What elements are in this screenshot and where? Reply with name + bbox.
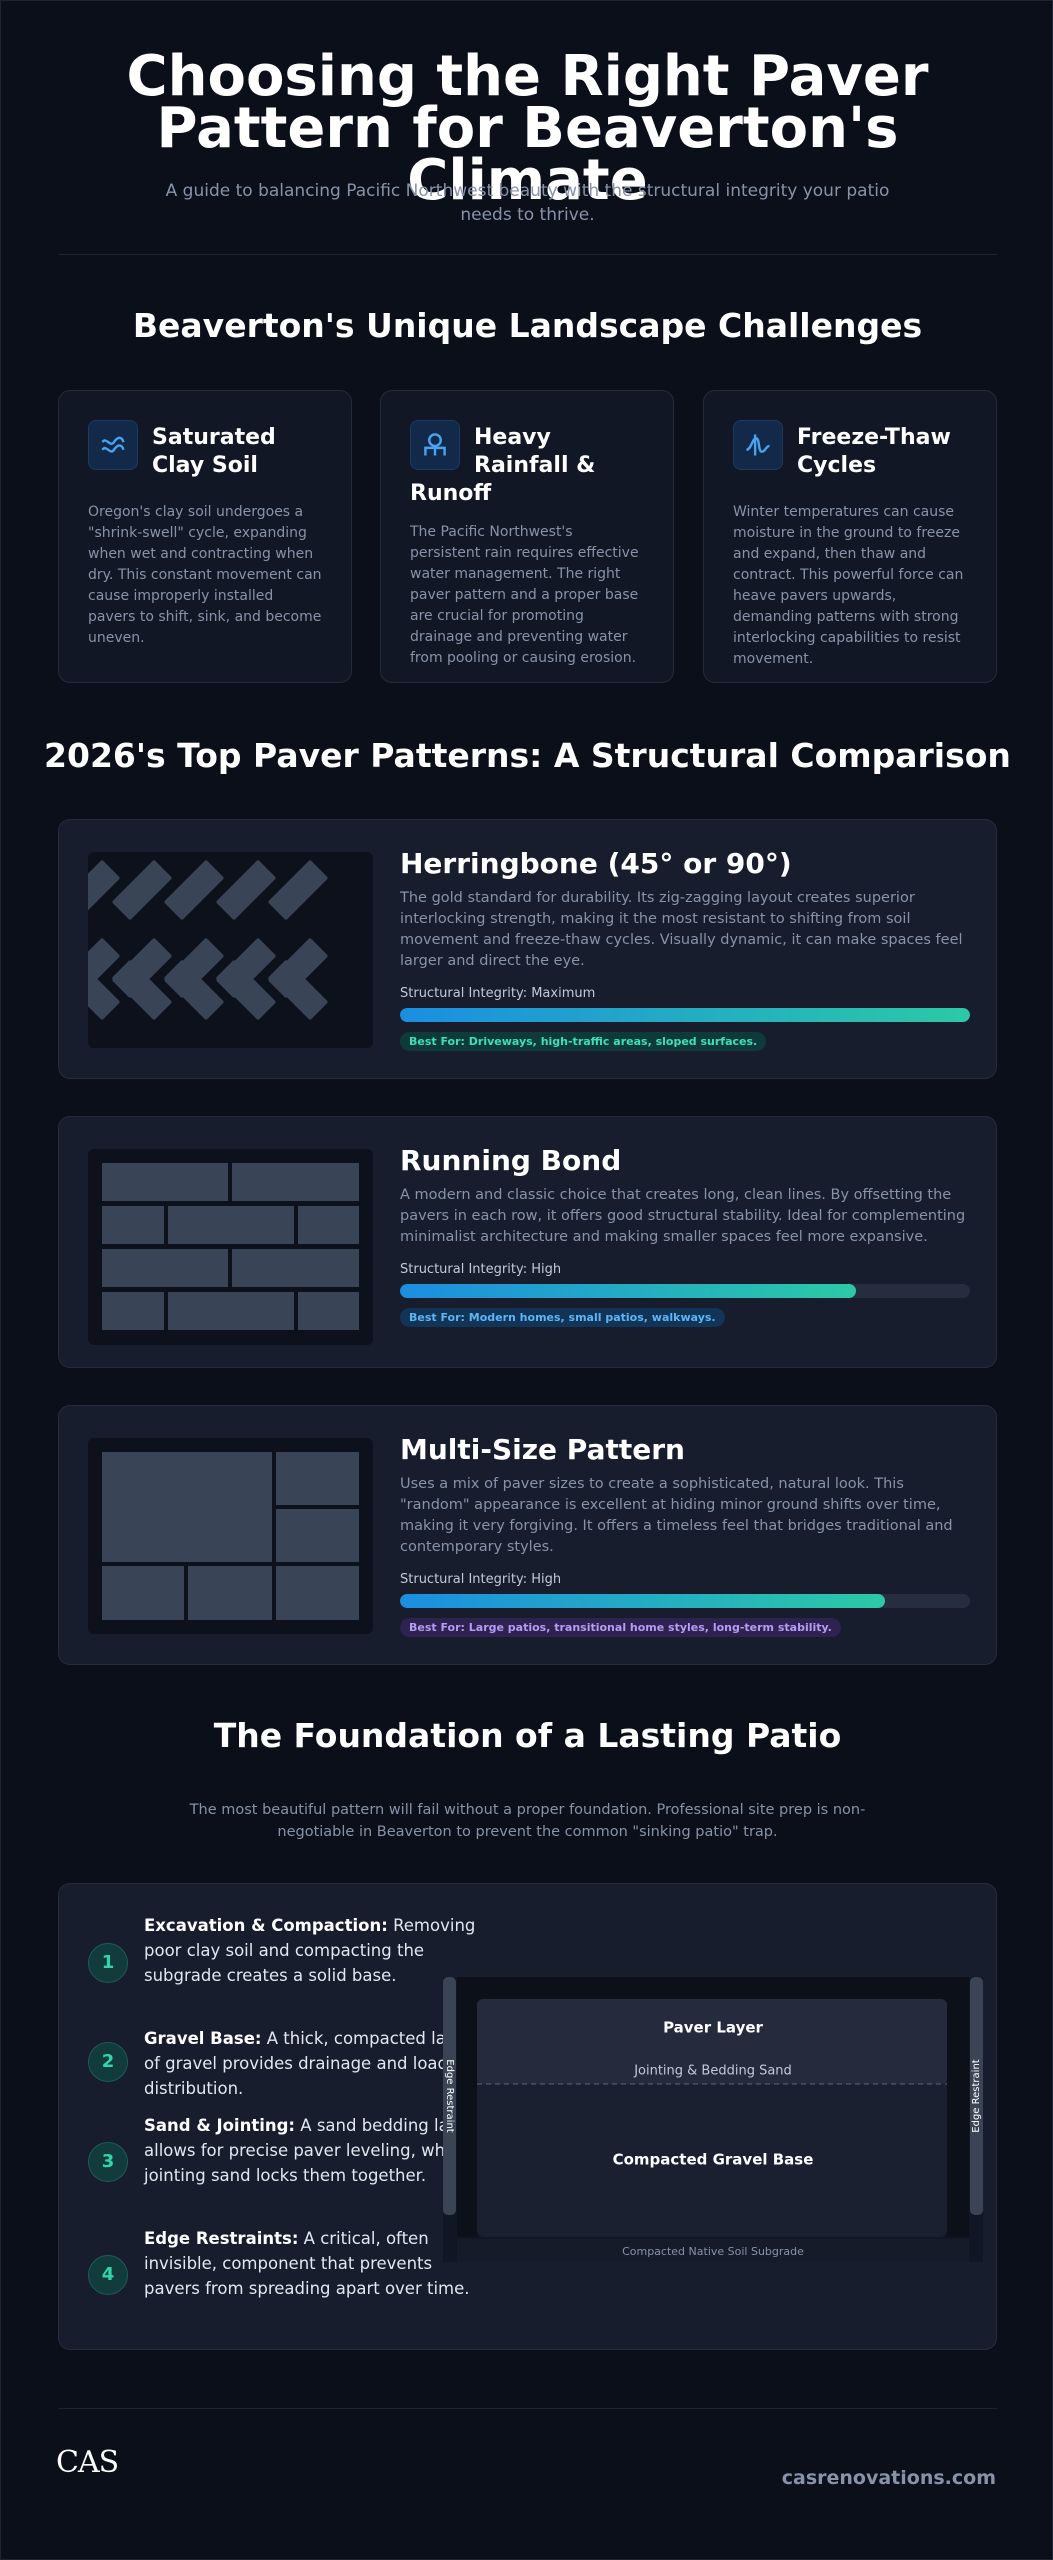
integrity-label: Structural Integrity: Maximum (400, 986, 596, 1001)
intro: The most beautiful pattern will fail wit… (189, 1802, 866, 1840)
paver (216, 960, 276, 1020)
foundation-card: 1 Excavation & Compaction: Removing poor … (58, 1883, 997, 2350)
paver (88, 860, 120, 920)
section-title: Beaverton's Unique Landscape Challenges (132, 306, 923, 345)
card-title: Freeze-Thaw Cycles (797, 425, 951, 478)
challenge-card: Saturated Clay Soil Oregon's clay soil u… (58, 390, 352, 683)
logo: CAS (56, 2445, 119, 2480)
icon (410, 420, 460, 470)
card-title: Heavy Rainfall & Runoff (410, 425, 596, 506)
integrity-track (400, 1008, 970, 1022)
step-text: Removing poor clay soil and compacting t… (144, 1916, 476, 1985)
layer-label: Jointing & Bedding Sand (633, 2064, 792, 2079)
integrity-track (400, 1594, 970, 1608)
edge-label: Edge Restraint (971, 2059, 982, 2132)
paver (216, 860, 276, 920)
layer-label: Paver Layer (663, 2019, 763, 2037)
title: Choosing the Right Paver Pattern for Bea… (126, 44, 929, 213)
integrity-label: Structural Integrity: High (400, 1572, 562, 1587)
step-text: A thick, compacted layer of gravel provi… (144, 2029, 473, 2098)
integrity-bar (400, 1594, 885, 1608)
step: 1 Excavation & Compaction: Removing poor … (88, 1913, 483, 1988)
step-text: A critical, often invisible, component t… (144, 2229, 470, 2298)
herringbone-diagram (88, 860, 328, 1020)
step-number: 4 (88, 2255, 128, 2295)
pattern-image (88, 852, 373, 1048)
step-number: 3 (88, 2142, 128, 2182)
icon (88, 420, 138, 470)
paver (268, 860, 328, 920)
divider (58, 2408, 997, 2409)
pattern-card: Multi-Size Pattern Uses a mix of paver s… (58, 1405, 997, 1665)
paver (88, 960, 120, 1020)
step-title: Edge Restraints: (144, 2229, 299, 2248)
pattern-image (88, 1438, 373, 1634)
step: 2 Gravel Base: A thick, compacted layer o… (88, 2026, 483, 2101)
step-number: 2 (88, 2042, 128, 2082)
pattern-name: Multi-Size Pattern (400, 1433, 685, 1466)
step-title: Gravel Base: (144, 2029, 262, 2048)
card-text: The Pacific Northwest's persistent rain … (410, 524, 639, 666)
pattern-description: A modern and classic choice that creates… (400, 1187, 966, 1245)
integrity-bar (400, 1284, 856, 1298)
integrity-bar (400, 1008, 970, 1022)
pattern-card: Running Bond A modern and classic choice… (58, 1116, 997, 1368)
challenge-card: Heavy Rainfall & Runoff The Pacific Nort… (380, 390, 674, 683)
step-number: 1 (88, 1943, 128, 1983)
multi-size-diagram (102, 1452, 359, 1620)
paver (164, 960, 224, 1020)
pattern-description: Uses a mix of paver sizes to create a so… (400, 1476, 953, 1555)
section-title: 2026's Top Paver Patterns: A Structural … (44, 736, 1011, 775)
divider (58, 254, 997, 255)
step: 4 Edge Restraints: A critical, often invi… (88, 2226, 483, 2301)
pattern-description: The gold standard for durability. Its zi… (400, 890, 963, 969)
paver (164, 860, 224, 920)
step: 3 Sand & Jointing: A sand bedding layer a… (88, 2113, 483, 2188)
card-text: Oregon's clay soil undergoes a "shrink-s… (88, 504, 322, 646)
pattern-image (88, 1149, 373, 1345)
layer-label: Compacted Native Soil Subgrade (622, 2245, 804, 2258)
edge-label: Edge Restraint (444, 2059, 455, 2132)
paver (112, 860, 172, 920)
pattern-card: Herringbone (45° or 90°) The gold standa… (58, 819, 997, 1079)
step-title: Excavation & Compaction: (144, 1916, 388, 1935)
integrity-track (400, 1284, 970, 1298)
subtitle: A guide to balancing Pacific Northwest b… (165, 181, 890, 225)
layer-label: Compacted Gravel Base (613, 2151, 814, 2169)
challenge-card: Freeze-Thaw Cycles Winter temperatures c… (703, 390, 997, 683)
section-title: The Foundation of a Lasting Patio (213, 1716, 842, 1755)
step-text: A sand bedding layer allows for precise … (144, 2116, 476, 2185)
paver (268, 960, 328, 1020)
pattern-name: Running Bond (400, 1144, 622, 1177)
card-text: Winter temperatures can cause moisture i… (733, 504, 964, 667)
paver (88, 938, 120, 998)
card-title: Saturated Clay Soil (152, 425, 276, 478)
website: casrenovations.com (781, 2467, 996, 2489)
foundation-diagram: Paver Layer Jointing & Bedding Sand Comp… (443, 1977, 983, 2262)
best-for: Best For: Large patios, transitional hom… (400, 1618, 841, 1637)
best-for: Best For: Driveways, high-traffic areas,… (400, 1032, 767, 1051)
step-title: Sand & Jointing: (144, 2116, 296, 2135)
integrity-label: Structural Integrity: High (400, 1262, 562, 1277)
running-bond-diagram (102, 1163, 359, 1330)
paver (112, 960, 172, 1020)
icon (733, 420, 783, 470)
best-for: Best For: Modern homes, small patios, wa… (400, 1308, 725, 1327)
pattern-name: Herringbone (45° or 90°) (400, 847, 792, 880)
